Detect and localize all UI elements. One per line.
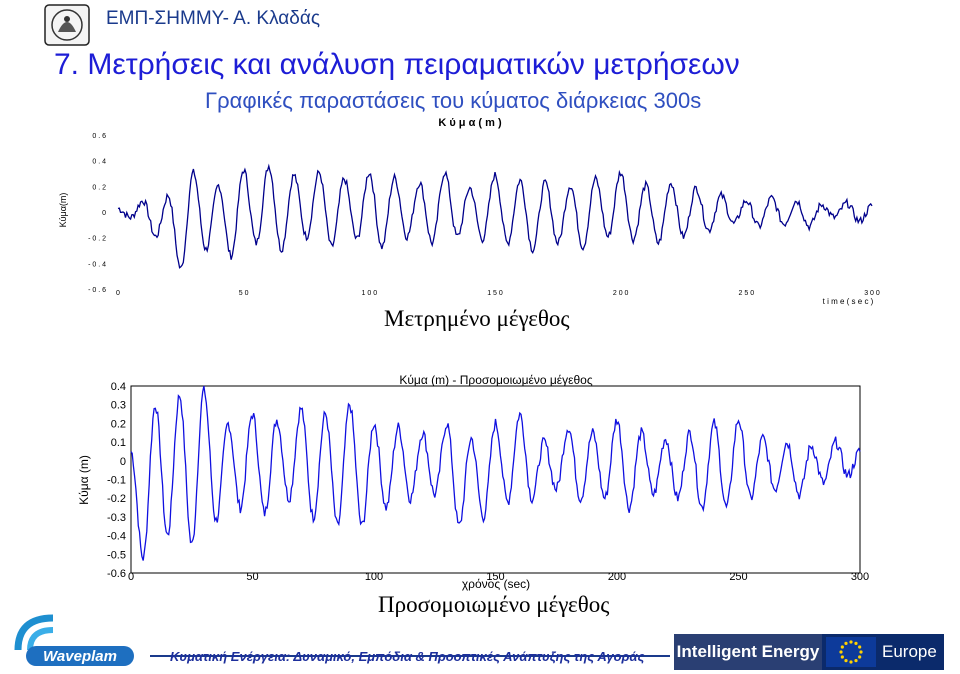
slide-subtitle: Γραφικές παραστάσεις του κύματος διάρκει… bbox=[205, 88, 702, 113]
c1-ytick-label: 0 . 6 bbox=[92, 133, 106, 140]
chart2-x-ticks: 0 50 100 150 200 250 300 bbox=[128, 571, 869, 583]
banner-left-text: Intelligent Energy bbox=[674, 634, 822, 670]
chart1-ylabel: Κύμα(m) bbox=[58, 193, 68, 228]
c2-xtick-label: 50 bbox=[246, 571, 258, 583]
c2-ytick-label: -0.6 bbox=[107, 568, 126, 580]
eu-flag-icon bbox=[826, 637, 876, 667]
slide-title: 7. Μετρήσεις και ανάλυση πειραματικών με… bbox=[54, 48, 740, 81]
footer-text: Κυματική Ενέργεια: Δυναμικό, Εμπόδια & Π… bbox=[170, 649, 645, 664]
c2-ytick-label: 0.4 bbox=[111, 381, 126, 393]
measured-wave-chart: Κ ύ μ α ( m ) Κύμα(m) 0 . 6 0 . 4 0 . 2 0 - … bbox=[58, 117, 880, 306]
c1-xtick-label: 1 0 0 bbox=[362, 290, 378, 297]
chart2-y-ticks: 0.4 0.3 0.2 0.1 0 -0.1 -0.2 -0.3 -0.4 -0.5 -0.6 bbox=[107, 381, 126, 580]
chart2-frame bbox=[130, 385, 861, 574]
chart1-title: Κ ύ μ α ( m ) bbox=[438, 117, 502, 129]
c2-xtick-label: 200 bbox=[608, 571, 626, 583]
chart2-ylabel: Κύμα (m) bbox=[77, 455, 91, 505]
c2-xtick-label: 150 bbox=[486, 571, 504, 583]
chart1-xlabel: t i m e ( s e c ) bbox=[823, 297, 874, 306]
c2-xtick-label: 100 bbox=[365, 571, 383, 583]
waveplam-logo: Waveplam bbox=[14, 614, 134, 666]
university-seal-logo bbox=[44, 4, 90, 46]
c2-ytick-label: -0.1 bbox=[107, 475, 126, 487]
svg-text:Waveplam: Waveplam bbox=[43, 648, 117, 665]
c2-ytick-label: -0.4 bbox=[107, 531, 126, 543]
chart2-title: Κύμα (m) - Προσομοιωμένο μέγεθος bbox=[399, 373, 593, 387]
chart2-xlabel: χρόνος (sec) bbox=[462, 577, 530, 591]
simulated-wave-chart: Κύμα (m) - Προσομοιωμένο μέγεθος Κύμα (m… bbox=[77, 373, 869, 591]
c1-ytick-label: - 0 . 2 bbox=[88, 236, 106, 243]
footer-divider bbox=[150, 655, 670, 657]
c1-ytick-label: 0 . 4 bbox=[92, 159, 106, 166]
c1-xtick-label: 0 bbox=[116, 290, 120, 297]
chart1-x-ticks: 0 5 0 1 0 0 1 5 0 2 0 0 2 5 0 3 0 0 bbox=[116, 290, 880, 297]
c1-ytick-label: 0 bbox=[102, 210, 106, 217]
intelligent-energy-banner: Intelligent Energy Europe bbox=[674, 634, 944, 670]
header-org: ΕΜΠ-ΣΗΜΜΥ- Α. Κλαδάς bbox=[106, 8, 320, 29]
c2-xtick-label: 0 bbox=[128, 571, 134, 583]
c1-xtick-label: 1 5 0 bbox=[487, 290, 503, 297]
c2-xtick-label: 300 bbox=[851, 571, 869, 583]
c1-ytick-label: 0 . 2 bbox=[92, 184, 106, 191]
c2-ytick-label: 0.1 bbox=[111, 437, 126, 449]
c1-xtick-label: 2 0 0 bbox=[613, 290, 629, 297]
c2-ytick-label: 0 bbox=[120, 456, 126, 468]
measured-caption: Μετρημένο μέγεθος bbox=[384, 306, 570, 331]
c2-ytick-label: -0.2 bbox=[107, 493, 126, 505]
chart1-y-ticks: 0 . 6 0 . 4 0 . 2 0 - 0 . 2 - 0 . 4 - 0 . 6 bbox=[88, 133, 106, 294]
c2-ytick-label: -0.5 bbox=[107, 549, 126, 561]
c2-ytick-label: 0.2 bbox=[111, 418, 126, 430]
chart2-series-line bbox=[130, 385, 861, 561]
c2-ytick-label: 0.3 bbox=[111, 400, 126, 412]
c1-ytick-label: - 0 . 4 bbox=[88, 261, 106, 268]
c1-xtick-label: 3 0 0 bbox=[864, 290, 880, 297]
chart1-series-line bbox=[117, 163, 873, 269]
c2-xtick-label: 250 bbox=[729, 571, 747, 583]
c2-ytick-label: -0.3 bbox=[107, 512, 126, 524]
banner-right-text: Europe bbox=[882, 642, 937, 661]
c1-ytick-label: - 0 . 6 bbox=[88, 287, 106, 294]
c1-xtick-label: 2 5 0 bbox=[739, 290, 755, 297]
simulated-caption: Προσομοιωμένο μέγεθος bbox=[378, 592, 610, 617]
c1-xtick-label: 5 0 bbox=[239, 290, 249, 297]
